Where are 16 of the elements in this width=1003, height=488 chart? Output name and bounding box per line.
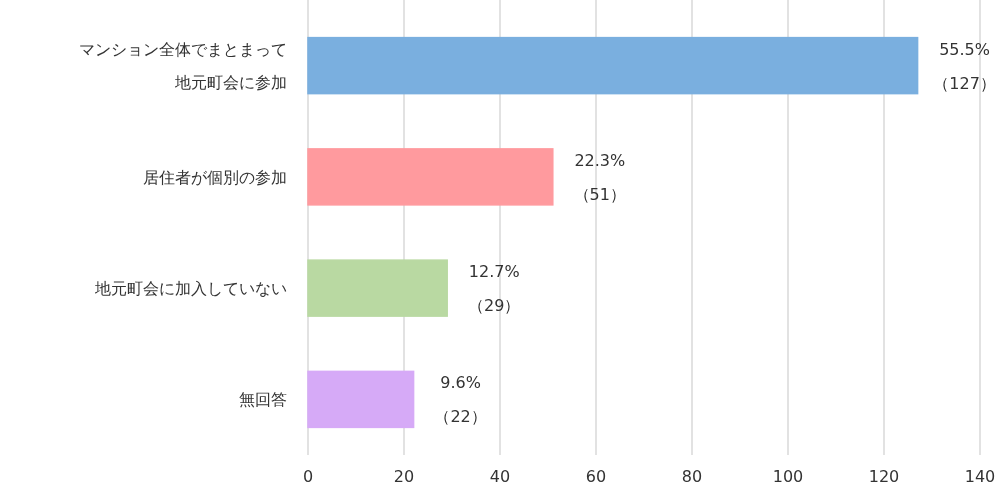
x-tick-label: 80 [681, 467, 703, 486]
x-tick-label: 40 [489, 467, 511, 486]
y-tick-label: 居住者が個別の参加 [143, 167, 287, 187]
y-tick-label: 地元町会に加入していない [94, 279, 287, 299]
data-label: 55.5% （127） [933, 39, 996, 93]
data-label: 12.7% （29） [468, 262, 521, 316]
x-tick-label: 60 [585, 467, 607, 486]
y-tick-label: マンション全体でまとまって地元町会に参加 [79, 40, 287, 93]
data-label: 22.3% （51） [573, 150, 626, 204]
x-tick-label: 100 [772, 467, 804, 486]
x-tick-label: 20 [393, 467, 415, 486]
x-tick-label: 120 [868, 467, 900, 486]
x-tick-label: 140 [964, 467, 996, 486]
data-label: 9.6% （22） [434, 373, 487, 427]
x-tick-label: 0 [302, 467, 314, 486]
y-tick-label: 無回答 [239, 390, 287, 410]
